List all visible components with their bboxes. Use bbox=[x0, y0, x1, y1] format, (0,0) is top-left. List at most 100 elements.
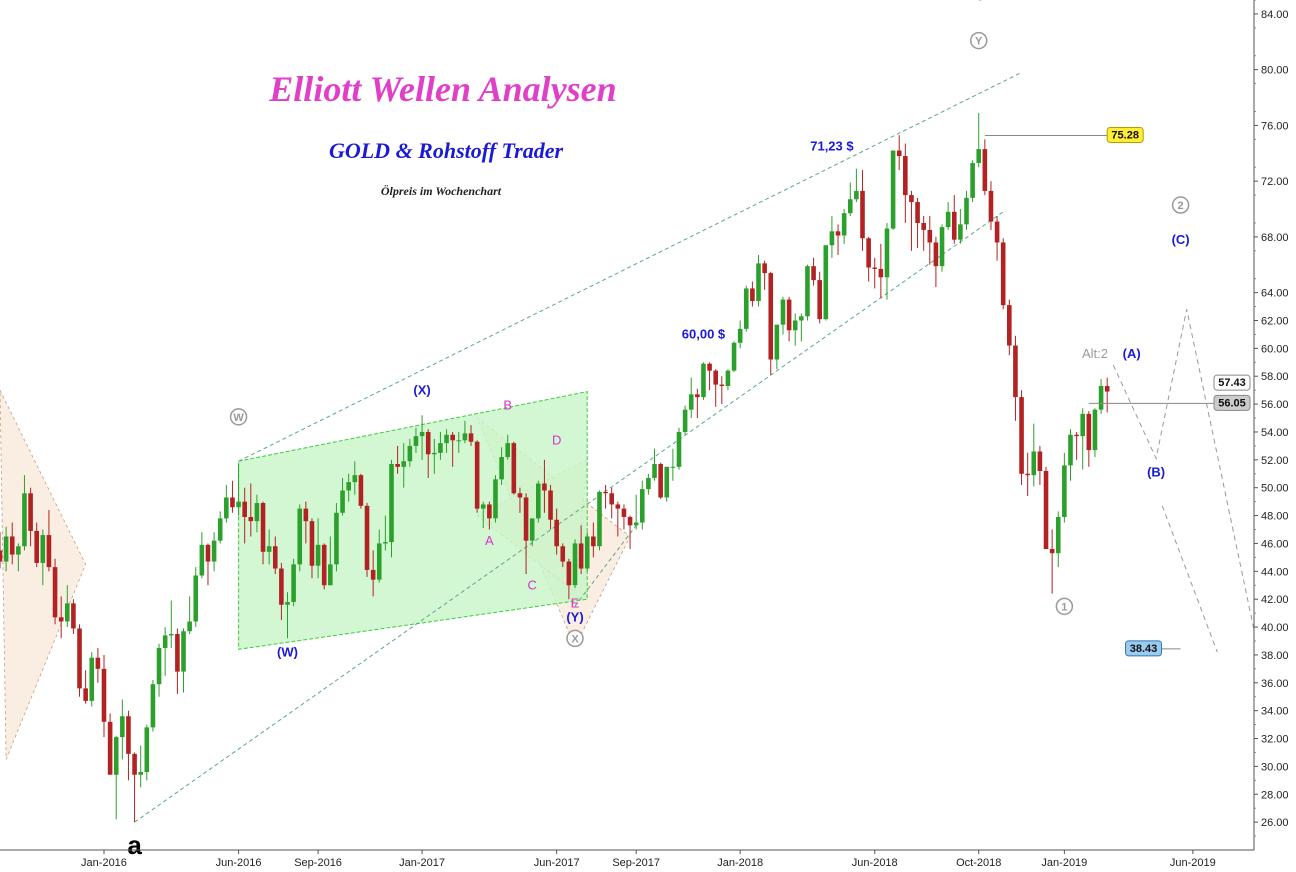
candle-body bbox=[536, 483, 541, 519]
chart-subtitle: GOLD & Rohstoff Trader bbox=[329, 138, 564, 163]
candle-body bbox=[230, 497, 235, 508]
candle-body bbox=[1098, 385, 1104, 410]
wave-label: a bbox=[127, 830, 142, 860]
candle-body bbox=[64, 603, 70, 622]
candle-body bbox=[639, 489, 645, 523]
candle-body bbox=[915, 202, 920, 223]
y-tick-label: 52.00 bbox=[1261, 455, 1289, 467]
y-tick-label: 28.00 bbox=[1261, 789, 1289, 801]
candle-body bbox=[939, 227, 945, 267]
candle-body bbox=[3, 536, 9, 562]
y-tick-label: 42.00 bbox=[1261, 594, 1289, 606]
y-tick-label: 58.00 bbox=[1261, 371, 1289, 383]
candle-body bbox=[719, 384, 725, 386]
candle-body bbox=[217, 518, 223, 541]
candle-body bbox=[456, 440, 462, 442]
y-tick-label: 38.00 bbox=[1261, 650, 1289, 662]
candle-body bbox=[34, 530, 40, 563]
candle-body bbox=[1049, 549, 1055, 554]
wave-circle bbox=[969, 31, 988, 50]
candle-body bbox=[224, 497, 229, 519]
wave-label: 71,23 $ bbox=[810, 138, 854, 153]
candle-body bbox=[872, 267, 878, 269]
candle-body bbox=[150, 684, 156, 728]
candle-body bbox=[548, 490, 553, 520]
candle-body bbox=[903, 156, 908, 196]
candle-body bbox=[878, 268, 884, 278]
y-tick-label: 62.00 bbox=[1261, 315, 1289, 327]
candle-body bbox=[187, 621, 192, 632]
y-tick-label: 72.00 bbox=[1261, 176, 1289, 188]
candle-body bbox=[597, 491, 602, 547]
candle-body bbox=[976, 149, 982, 164]
forecast-path bbox=[1112, 309, 1255, 630]
candle-body bbox=[866, 238, 871, 268]
candle-body bbox=[566, 561, 572, 586]
candle-body bbox=[896, 150, 902, 157]
candle-body bbox=[817, 280, 822, 320]
candle-body bbox=[713, 370, 718, 385]
candle-body bbox=[860, 190, 865, 239]
trend-line bbox=[238, 72, 1022, 462]
candle-body bbox=[572, 543, 578, 586]
candle-body bbox=[505, 443, 511, 458]
candle-body bbox=[480, 504, 486, 509]
wave-label: (B) bbox=[1147, 465, 1165, 480]
candle-body bbox=[682, 409, 688, 432]
candle-body bbox=[438, 443, 443, 453]
candle-body bbox=[462, 433, 468, 441]
candle-body bbox=[1074, 434, 1079, 437]
candle-body bbox=[28, 493, 33, 531]
candle-body bbox=[542, 483, 547, 491]
wave-circle bbox=[566, 629, 584, 648]
candle-body bbox=[401, 461, 407, 467]
y-tick-label: 26.00 bbox=[1261, 817, 1289, 829]
y-tick-label: 36.00 bbox=[1261, 678, 1289, 690]
candle-body bbox=[101, 668, 107, 722]
candle-body bbox=[132, 753, 137, 775]
candle-body bbox=[737, 328, 743, 343]
y-tick-label: 44.00 bbox=[1261, 566, 1289, 578]
candle-body bbox=[988, 190, 994, 222]
candle-body bbox=[621, 508, 627, 517]
wave-label: Alt:2 bbox=[1082, 346, 1108, 361]
candle-body bbox=[358, 475, 364, 506]
candle-body bbox=[383, 542, 388, 544]
candle-body bbox=[560, 546, 566, 562]
wave-label: A bbox=[485, 533, 494, 548]
candle-body bbox=[1080, 413, 1086, 437]
candle-body bbox=[646, 477, 651, 490]
candle-body bbox=[346, 482, 351, 491]
candle-body bbox=[799, 316, 804, 321]
candle-body bbox=[854, 190, 859, 200]
wave-label: (C) bbox=[1172, 232, 1190, 247]
candle-body bbox=[1037, 451, 1043, 471]
candle-body bbox=[71, 603, 76, 629]
candle-body bbox=[823, 245, 829, 320]
candle-body bbox=[1019, 397, 1024, 474]
candle-body bbox=[958, 224, 963, 240]
candle-body bbox=[291, 564, 296, 602]
y-tick-label: 54.00 bbox=[1261, 427, 1289, 439]
wave-circle bbox=[1171, 196, 1190, 214]
candle-body bbox=[22, 493, 27, 547]
candle-body bbox=[1000, 242, 1006, 306]
y-tick-label: 48.00 bbox=[1261, 511, 1289, 523]
y-tick-label: 60.00 bbox=[1261, 343, 1289, 355]
wave-label: 60,00 $ bbox=[682, 327, 726, 342]
price-badge-label: 38.43 bbox=[1130, 643, 1158, 655]
candle-body bbox=[951, 211, 957, 240]
candle-body bbox=[927, 229, 933, 243]
candle-body bbox=[774, 324, 780, 360]
candle-body bbox=[554, 519, 559, 547]
candle-body bbox=[211, 540, 217, 562]
candle-body bbox=[591, 536, 596, 547]
candle-body bbox=[609, 493, 615, 505]
candle-body bbox=[731, 342, 737, 371]
candle-body bbox=[309, 521, 315, 566]
candle-body bbox=[0, 550, 3, 562]
candle-body bbox=[909, 195, 914, 203]
x-tick-label: Sep-2017 bbox=[612, 857, 660, 869]
